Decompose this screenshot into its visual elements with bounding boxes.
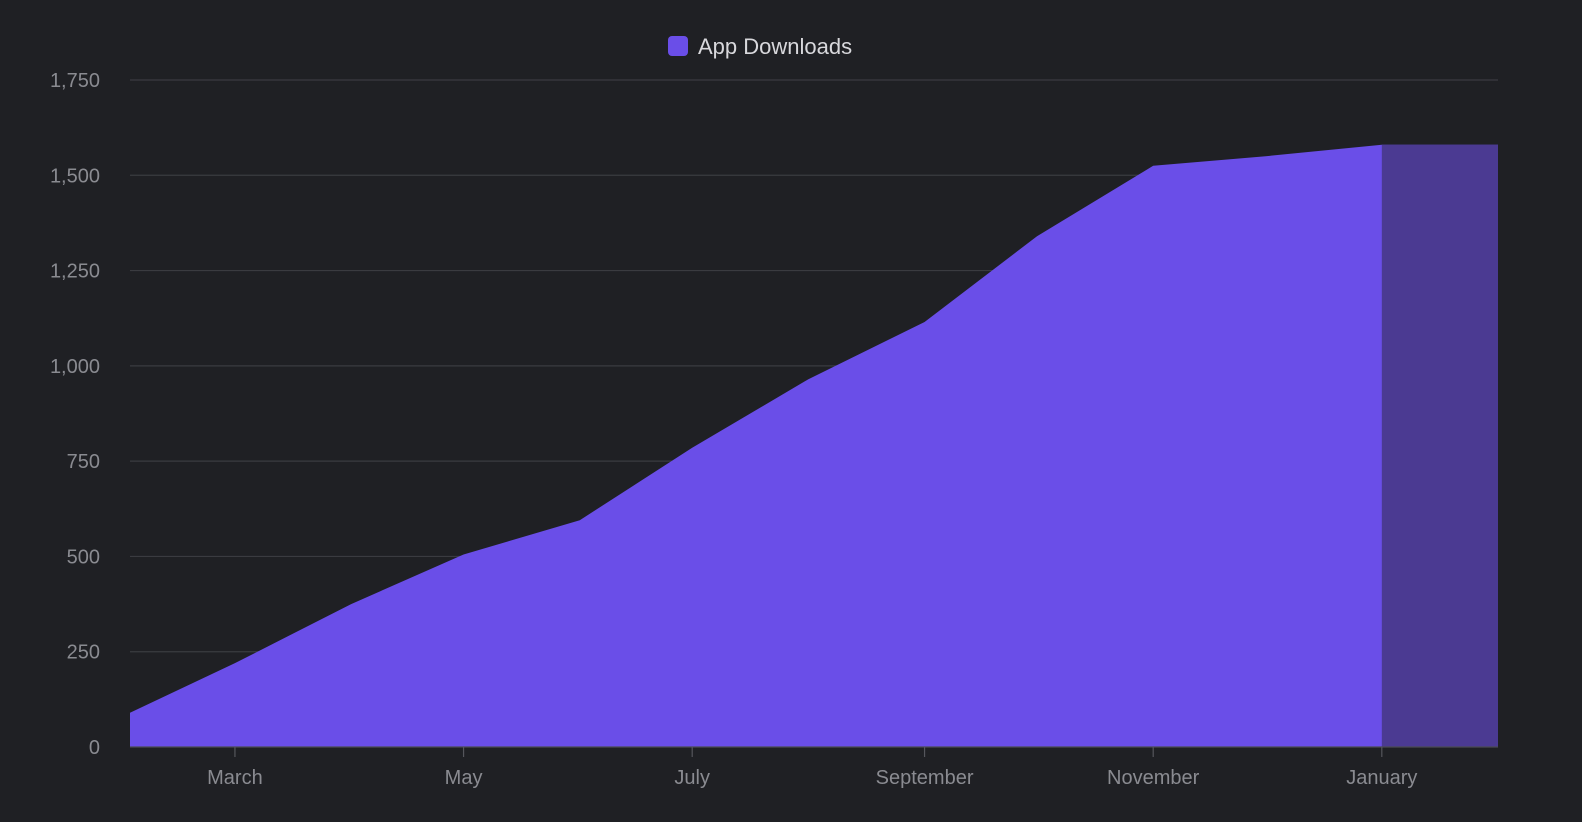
x-axis: March May July September November January xyxy=(130,746,1498,789)
legend-swatch[interactable] xyxy=(668,36,688,56)
x-tick-label: July xyxy=(674,767,710,789)
area-series xyxy=(130,144,1498,747)
legend-label[interactable]: App Downloads xyxy=(698,34,852,59)
y-axis: 0 250 500 750 1,000 1,250 1,500 1,750 xyxy=(50,70,100,759)
x-tick-label: January xyxy=(1346,767,1417,789)
highlight-region xyxy=(1381,144,1498,747)
y-tick-label: 0 xyxy=(89,737,100,759)
x-tick-label: March xyxy=(207,767,263,789)
x-tick-label: November xyxy=(1107,767,1200,789)
y-tick-label: 1,250 xyxy=(50,261,100,283)
y-tick-label: 750 xyxy=(67,451,100,473)
y-tick-label: 1,000 xyxy=(50,356,100,378)
y-tick-label: 500 xyxy=(67,546,100,568)
highlight-region-area xyxy=(1381,144,1498,747)
y-tick-label: 1,500 xyxy=(50,165,100,187)
y-tick-label: 1,750 xyxy=(50,70,100,92)
x-tick-label: September xyxy=(876,767,974,789)
series-area-app-downloads[interactable] xyxy=(130,144,1498,747)
legend[interactable]: App Downloads xyxy=(668,34,852,59)
y-tick-label: 250 xyxy=(67,642,100,664)
x-tick-label: May xyxy=(445,767,483,789)
